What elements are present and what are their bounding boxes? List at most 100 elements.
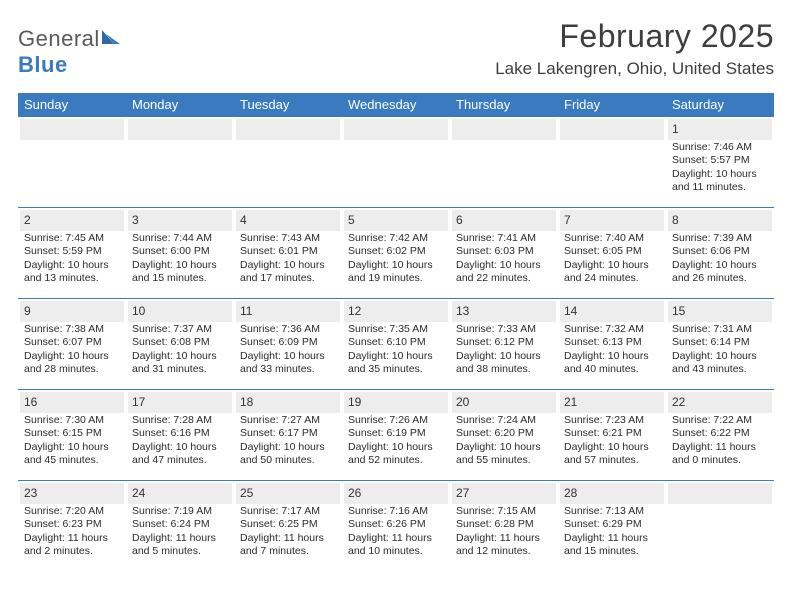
daylight-text: Daylight: 10 hours and 35 minutes. bbox=[348, 350, 444, 377]
weekday-header: Tuesday bbox=[234, 93, 342, 116]
day-cell: 23 Sunrise: 7:20 AMSunset: 6:23 PMDayligh… bbox=[18, 481, 126, 571]
day-number-row bbox=[128, 119, 232, 140]
day-number: 10 bbox=[132, 304, 145, 318]
weekday-header: Thursday bbox=[450, 93, 558, 116]
sunset-text: Sunset: 6:26 PM bbox=[348, 518, 444, 531]
sunset-text: Sunset: 6:10 PM bbox=[348, 336, 444, 349]
sunset-text: Sunset: 6:01 PM bbox=[240, 245, 336, 258]
sunrise-text: Sunrise: 7:42 AM bbox=[348, 232, 444, 245]
daylight-text: Daylight: 10 hours and 28 minutes. bbox=[24, 350, 120, 377]
calendar-page: General Blue February 2025 Lake Lakengre… bbox=[0, 0, 792, 612]
sunrise-text: Sunrise: 7:23 AM bbox=[564, 414, 660, 427]
daylight-text: Daylight: 11 hours and 12 minutes. bbox=[456, 532, 552, 559]
day-cell: 11Sunrise: 7:36 AMSunset: 6:09 PMDayligh… bbox=[234, 299, 342, 389]
week-row: 1Sunrise: 7:46 AMSunset: 5:57 PMDaylight… bbox=[18, 116, 774, 207]
sunrise-text: Sunrise: 7:46 AM bbox=[672, 141, 768, 154]
day-number: 14 bbox=[564, 304, 577, 318]
day-cell: 27 Sunrise: 7:15 AMSunset: 6:28 PMDayligh… bbox=[450, 481, 558, 571]
brand-text: General Blue bbox=[18, 26, 124, 78]
day-body: Sunrise: 7:19 AMSunset: 6:24 PMDaylight:… bbox=[128, 504, 232, 559]
day-body: Sunrise: 7:20 AMSunset: 6:23 PMDaylight:… bbox=[20, 504, 124, 559]
day-number: 16 bbox=[24, 395, 37, 409]
sunset-text: Sunset: 6:14 PM bbox=[672, 336, 768, 349]
day-number: 24 bbox=[132, 486, 145, 500]
sunset-text: Sunset: 6:03 PM bbox=[456, 245, 552, 258]
sunrise-text: Sunrise: 7:44 AM bbox=[132, 232, 228, 245]
day-number: 23 bbox=[24, 486, 37, 500]
brand-sail-icon bbox=[100, 26, 124, 52]
day-cell: 26Sunrise: 7:16 AMSunset: 6:26 PMDayligh… bbox=[342, 481, 450, 571]
day-number-row: 18 bbox=[236, 392, 340, 413]
daylight-text: Daylight: 11 hours and 15 minutes. bbox=[564, 532, 660, 559]
day-number: 3 bbox=[132, 213, 139, 227]
day-cell: 18Sunrise: 7:27 AMSunset: 6:17 PMDayligh… bbox=[234, 390, 342, 480]
day-cell bbox=[18, 117, 126, 207]
weekday-header: Sunday bbox=[18, 93, 126, 116]
daylight-text: Daylight: 10 hours and 11 minutes. bbox=[672, 168, 768, 195]
day-cell: 17Sunrise: 7:28 AMSunset: 6:16 PMDayligh… bbox=[126, 390, 234, 480]
day-body: Sunrise: 7:41 AMSunset: 6:03 PMDaylight:… bbox=[452, 231, 556, 286]
daylight-text: Daylight: 10 hours and 47 minutes. bbox=[132, 441, 228, 468]
day-number: 4 bbox=[240, 213, 247, 227]
day-cell: 3Sunrise: 7:44 AMSunset: 6:00 PMDaylight… bbox=[126, 208, 234, 298]
sunrise-text: Sunrise: 7:37 AM bbox=[132, 323, 228, 336]
daylight-text: Daylight: 10 hours and 17 minutes. bbox=[240, 259, 336, 286]
title-block: February 2025 Lake Lakengren, Ohio, Unit… bbox=[495, 18, 774, 79]
daylight-text: Daylight: 10 hours and 38 minutes. bbox=[456, 350, 552, 377]
daylight-text: Daylight: 10 hours and 19 minutes. bbox=[348, 259, 444, 286]
day-number: 25 bbox=[240, 486, 253, 500]
day-number-row: 26 bbox=[344, 483, 448, 504]
sunset-text: Sunset: 6:13 PM bbox=[564, 336, 660, 349]
daylight-text: Daylight: 10 hours and 22 minutes. bbox=[456, 259, 552, 286]
day-body: Sunrise: 7:45 AMSunset: 5:59 PMDaylight:… bbox=[20, 231, 124, 286]
weekday-header-row: SundayMondayTuesdayWednesdayThursdayFrid… bbox=[18, 93, 774, 116]
sunrise-text: Sunrise: 7:38 AM bbox=[24, 323, 120, 336]
day-number: 28 bbox=[564, 486, 577, 500]
weekday-header: Wednesday bbox=[342, 93, 450, 116]
day-number-row: 27 bbox=[452, 483, 556, 504]
day-body: Sunrise: 7:15 AMSunset: 6:28 PMDaylight:… bbox=[452, 504, 556, 559]
sunrise-text: Sunrise: 7:22 AM bbox=[672, 414, 768, 427]
sunset-text: Sunset: 6:29 PM bbox=[564, 518, 660, 531]
day-number-row: 1 bbox=[668, 119, 772, 140]
day-cell: 5Sunrise: 7:42 AMSunset: 6:02 PMDaylight… bbox=[342, 208, 450, 298]
sunset-text: Sunset: 5:59 PM bbox=[24, 245, 120, 258]
daylight-text: Daylight: 10 hours and 24 minutes. bbox=[564, 259, 660, 286]
sunrise-text: Sunrise: 7:17 AM bbox=[240, 505, 336, 518]
day-cell: 21Sunrise: 7:23 AMSunset: 6:21 PMDayligh… bbox=[558, 390, 666, 480]
day-number: 27 bbox=[456, 486, 469, 500]
location-subtitle: Lake Lakengren, Ohio, United States bbox=[495, 59, 774, 79]
sunrise-text: Sunrise: 7:19 AM bbox=[132, 505, 228, 518]
day-number-row: 23 bbox=[20, 483, 124, 504]
sunrise-text: Sunrise: 7:27 AM bbox=[240, 414, 336, 427]
sunset-text: Sunset: 6:22 PM bbox=[672, 427, 768, 440]
day-number-row bbox=[668, 483, 772, 504]
week-row: 9Sunrise: 7:38 AMSunset: 6:07 PMDaylight… bbox=[18, 298, 774, 389]
day-number: 11 bbox=[240, 304, 252, 318]
sunrise-text: Sunrise: 7:43 AM bbox=[240, 232, 336, 245]
month-title: February 2025 bbox=[495, 18, 774, 55]
sunrise-text: Sunrise: 7:20 AM bbox=[24, 505, 120, 518]
day-body: Sunrise: 7:35 AMSunset: 6:10 PMDaylight:… bbox=[344, 322, 448, 377]
day-number-row bbox=[20, 119, 124, 140]
day-number-row: 4 bbox=[236, 210, 340, 231]
day-number: 7 bbox=[564, 213, 571, 227]
day-number-row: 17 bbox=[128, 392, 232, 413]
day-number-row: 6 bbox=[452, 210, 556, 231]
sunrise-text: Sunrise: 7:28 AM bbox=[132, 414, 228, 427]
day-body: Sunrise: 7:30 AMSunset: 6:15 PMDaylight:… bbox=[20, 413, 124, 468]
day-body: Sunrise: 7:17 AMSunset: 6:25 PMDaylight:… bbox=[236, 504, 340, 559]
week-row: 23 Sunrise: 7:20 AMSunset: 6:23 PMDayligh… bbox=[18, 480, 774, 571]
day-number-row: 7 bbox=[560, 210, 664, 231]
day-body: Sunrise: 7:16 AMSunset: 6:26 PMDaylight:… bbox=[344, 504, 448, 559]
sunrise-text: Sunrise: 7:36 AM bbox=[240, 323, 336, 336]
daylight-text: Daylight: 11 hours and 2 minutes. bbox=[24, 532, 120, 559]
day-cell: 20Sunrise: 7:24 AMSunset: 6:20 PMDayligh… bbox=[450, 390, 558, 480]
daylight-text: Daylight: 10 hours and 13 minutes. bbox=[24, 259, 120, 286]
sunrise-text: Sunrise: 7:13 AM bbox=[564, 505, 660, 518]
sunset-text: Sunset: 6:21 PM bbox=[564, 427, 660, 440]
day-number: 1 bbox=[672, 122, 679, 136]
day-cell: 22Sunrise: 7:22 AMSunset: 6:22 PMDayligh… bbox=[666, 390, 774, 480]
day-cell: 1Sunrise: 7:46 AMSunset: 5:57 PMDaylight… bbox=[666, 117, 774, 207]
brand-word2: Blue bbox=[18, 52, 68, 77]
